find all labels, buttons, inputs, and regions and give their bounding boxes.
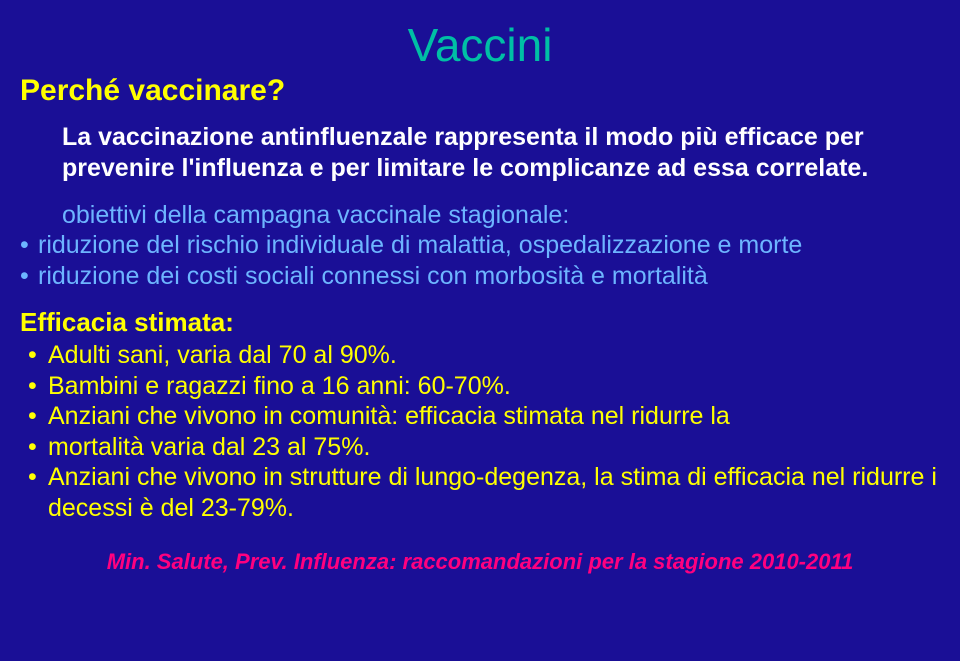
objectives-item: riduzione del rischio individuale di mal… <box>20 230 940 261</box>
efficacy-item: Anziani che vivono in comunità: efficaci… <box>20 401 940 432</box>
footer-citation: Min. Salute, Prev. Influenza: raccomanda… <box>20 549 940 575</box>
objectives-heading: obiettivi della campagna vaccinale stagi… <box>62 201 940 230</box>
objectives-item: riduzione dei costi sociali connessi con… <box>20 261 940 292</box>
efficacy-heading: Efficacia stimata: <box>20 307 940 338</box>
slide-subtitle: Perché vaccinare? <box>20 74 940 108</box>
intro-paragraph: La vaccinazione antinfluenzale rappresen… <box>62 122 940 183</box>
efficacy-item: Anziani che vivono in strutture di lungo… <box>20 462 940 523</box>
efficacy-item: Bambini e ragazzi fino a 16 anni: 60-70%… <box>20 371 940 402</box>
efficacy-item: mortalità varia dal 23 al 75%. <box>20 432 940 463</box>
efficacy-list: Adulti sani, varia dal 70 al 90%. Bambin… <box>20 340 940 523</box>
efficacy-item: Adulti sani, varia dal 70 al 90%. <box>20 340 940 371</box>
slide-title: Vaccini <box>20 18 940 72</box>
objectives-list: riduzione del rischio individuale di mal… <box>20 230 940 291</box>
